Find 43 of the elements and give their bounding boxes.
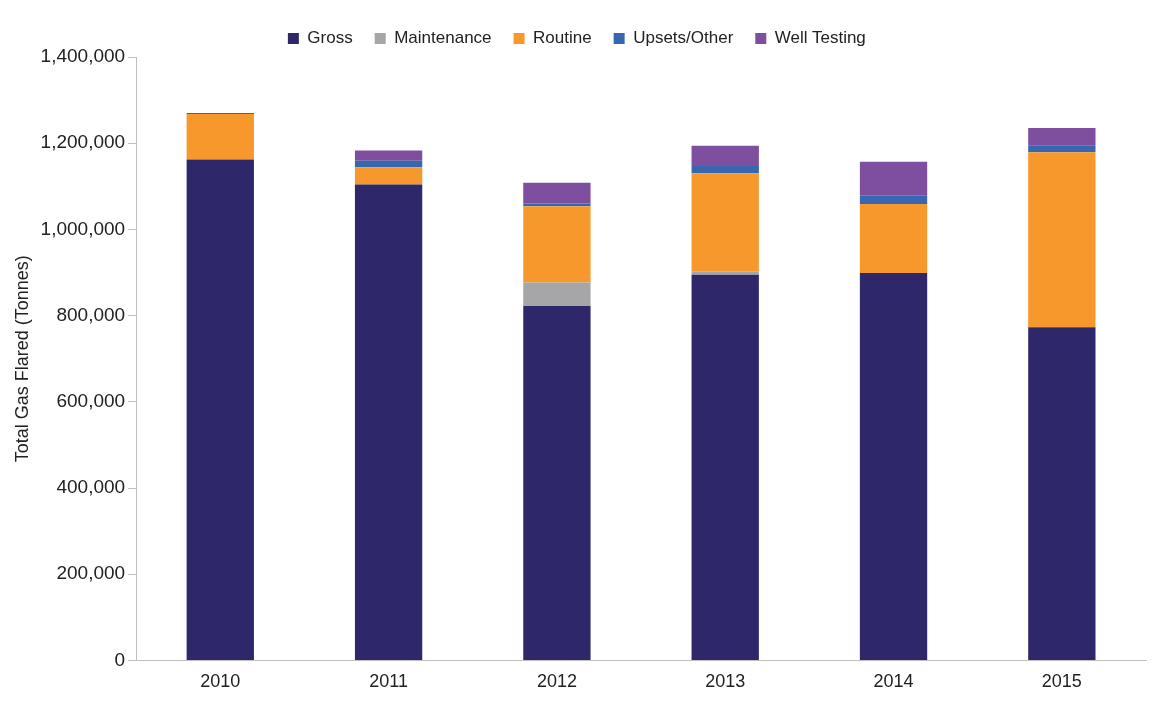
y-tick-label: 200,000 <box>56 562 126 584</box>
bar <box>1028 152 1096 328</box>
legend-label: Well Testing <box>774 28 866 48</box>
x-tick-label: 2011 <box>369 671 408 692</box>
bar <box>691 166 759 174</box>
bar <box>1028 128 1096 146</box>
y-tick-label: 800,000 <box>56 303 126 325</box>
x-tick-label: 2015 <box>1041 671 1082 692</box>
x-tick-label: 2014 <box>873 671 914 692</box>
bar <box>186 159 254 660</box>
bar <box>354 150 423 161</box>
bar <box>186 113 254 160</box>
bar <box>523 206 591 283</box>
legend-label: Routine <box>533 28 592 48</box>
bar <box>523 306 591 660</box>
y-tick-label: 1,200,000 <box>40 131 126 153</box>
bar <box>691 145 759 167</box>
bar <box>859 203 928 273</box>
y-tick-label: 1,000,000 <box>40 217 126 239</box>
y-tick-label: 1,400,000 <box>40 45 126 67</box>
y-tick-label: 400,000 <box>56 476 126 498</box>
bar <box>691 271 759 275</box>
bar <box>354 184 423 660</box>
x-tick-label: 2012 <box>536 671 577 692</box>
bar <box>691 173 759 272</box>
x-tick-label: 2013 <box>705 671 746 692</box>
legend-label: Upsets/Other <box>633 28 734 48</box>
legend-label: Maintenance <box>394 28 492 48</box>
bar <box>354 167 423 185</box>
bar <box>859 272 928 660</box>
y-tick-label: 600,000 <box>56 390 126 412</box>
x-tick-label: 2010 <box>200 671 241 692</box>
bar <box>523 282 591 307</box>
bar <box>691 274 759 660</box>
bar <box>859 195 928 204</box>
bar <box>1028 327 1096 660</box>
bar <box>1028 145 1096 153</box>
legend-label: Gross <box>307 28 353 48</box>
bar <box>354 160 423 168</box>
bar <box>859 161 928 196</box>
bar <box>523 182 591 204</box>
y-tick-label: 0 <box>114 648 126 670</box>
y-axis-title: Total Gas Flared (Tonnes) <box>11 255 32 463</box>
